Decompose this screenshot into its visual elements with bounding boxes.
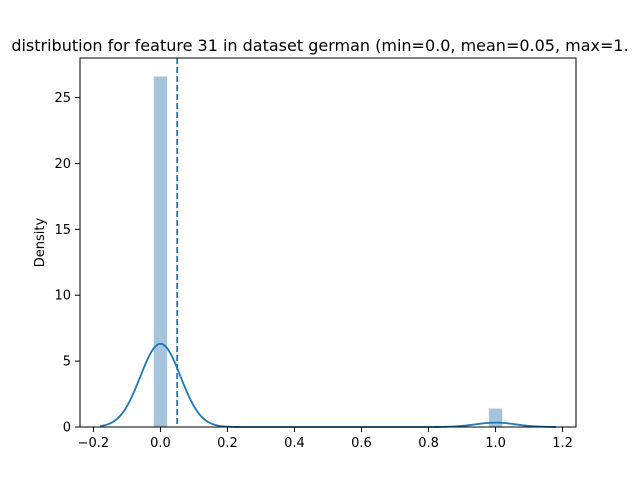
- plot-area: [79, 57, 577, 428]
- histogram-bar: [488, 408, 503, 427]
- y-tick-label: 20: [54, 157, 71, 172]
- x-tick-label: 1.2: [552, 436, 573, 451]
- histogram-bar: [153, 76, 168, 427]
- x-tick-label: 1.0: [485, 436, 506, 451]
- x-tick-label: 0.0: [150, 436, 171, 451]
- x-tick-label: −0.2: [78, 436, 110, 451]
- y-tick-label: 5: [63, 355, 71, 370]
- x-tick-label: 0.8: [418, 436, 439, 451]
- x-tick-label: 0.2: [217, 436, 238, 451]
- y-tick-label: 10: [54, 289, 71, 304]
- x-tick-label: 0.4: [284, 436, 305, 451]
- chart-title: distribution for feature 31 in dataset g…: [11, 36, 628, 55]
- y-axis: 0 5 10 15 20 25: [54, 91, 80, 436]
- x-tick-label: 0.6: [351, 436, 372, 451]
- y-tick-label: 15: [54, 223, 71, 238]
- y-tick-label: 25: [54, 91, 71, 106]
- y-axis-label: Density: [33, 217, 48, 267]
- y-tick-label: 0: [63, 421, 71, 436]
- axes-frame: [79, 57, 577, 428]
- x-axis: −0.2 0.0 0.2 0.4 0.6 0.8 1.0 1.2: [78, 427, 573, 451]
